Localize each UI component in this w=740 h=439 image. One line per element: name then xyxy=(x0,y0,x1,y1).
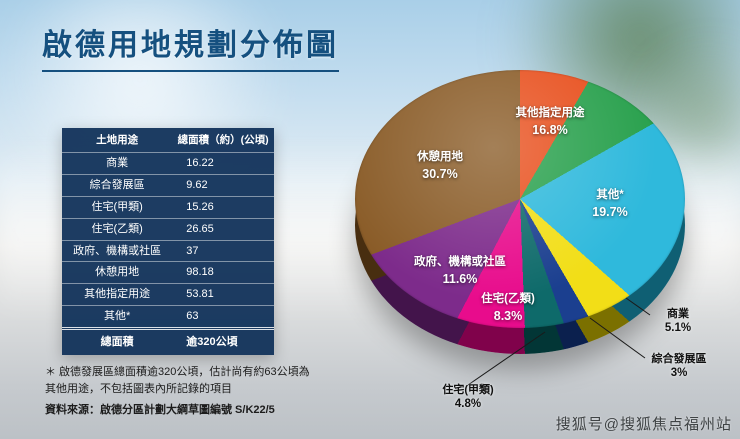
slice-label-commercial: 商業 5.1% xyxy=(664,308,692,335)
slice-label-residential-b: 住宅(乙類) 8.3% xyxy=(481,293,535,323)
slice-label-other-specified: 其他指定用途 16.8% xyxy=(515,107,585,137)
header-total-area: 總面積（約）(公頃) xyxy=(177,134,269,146)
land-use-table: 土地用途 總面積（約）(公頃) 商業 16.22 綜合發展區 9.62 住宅(甲類) 15… xyxy=(62,128,274,355)
slice-label-residential-a: 住宅(甲類) 4.8% xyxy=(442,384,494,411)
table-row: 綜合發展區 9.62 xyxy=(62,174,274,197)
page-title: 啟德用地規劃分佈圖 xyxy=(42,20,339,72)
total-label: 總面積 xyxy=(62,326,173,355)
table-row: 政府、機構或社區 37 xyxy=(62,239,274,262)
slice-label-government: 政府、機構或社區 11.6% xyxy=(414,256,506,286)
table-row: 其他指定用途 53.81 xyxy=(62,283,274,306)
table-row: 住宅(乙類) 26.65 xyxy=(62,217,274,241)
header-land-use: 土地用途 xyxy=(96,134,139,146)
slice-label-open-space: 休憩用地 30.7% xyxy=(417,151,463,181)
total-value: 逾320公頃 xyxy=(172,326,274,355)
table-header-row: 土地用途 總面積（約）(公頃) xyxy=(62,128,274,153)
pie-chart xyxy=(355,70,685,360)
pie-chart-top xyxy=(355,70,685,328)
table-row: 休憩用地 98.18 xyxy=(62,261,274,284)
slice-label-comprehensive: 綜合發展區 3% xyxy=(651,353,707,380)
table-row: 商業 16.22 xyxy=(62,152,274,175)
watermark: 搜狐号@搜狐焦点福州站 xyxy=(555,416,732,433)
table-row: 住宅(甲類) 15.26 xyxy=(62,195,274,219)
slice-label-others: 其他* 19.7% xyxy=(592,189,628,219)
footnote-text: ＊ 啟德發展區總面積逾320公頃，估計尚有約63公頃為其他用途，不包括圖表內所記… xyxy=(45,366,310,395)
source-text: 資料來源：啟德分區計劃大綱草圖編號 S/K22/5 xyxy=(45,404,275,416)
table-row: 其他* 63 xyxy=(62,305,274,329)
table-total-row: 總面積 逾320公頃 xyxy=(62,326,274,355)
